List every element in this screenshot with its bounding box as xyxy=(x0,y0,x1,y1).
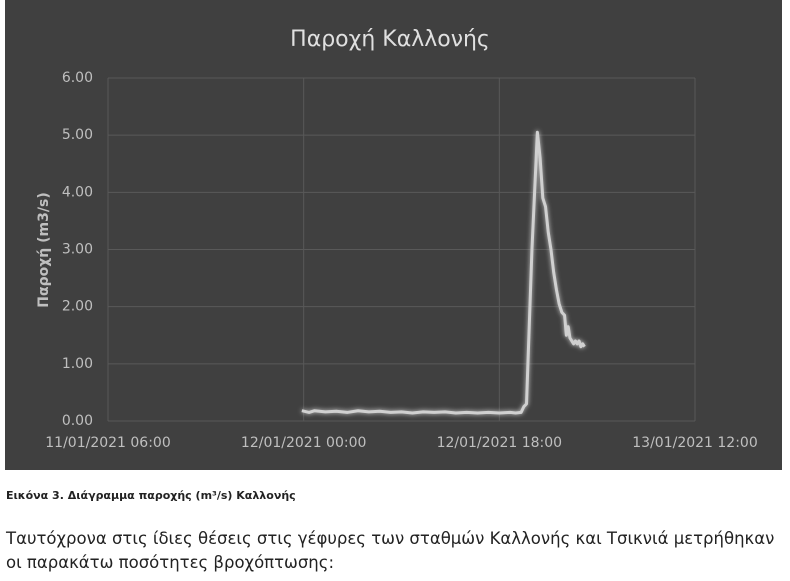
y-tick-label: 3.00 xyxy=(62,242,93,258)
y-tick-label: 5.00 xyxy=(62,127,93,143)
data-line xyxy=(301,130,586,415)
y-tick-label: 4.00 xyxy=(62,184,93,200)
caption: Εικόνα 3. Διάγραμμα παροχής (m³/s) Καλλο… xyxy=(6,489,296,502)
y-tick-label: 6.00 xyxy=(62,70,93,86)
chart: Παροχή Καλλονής Παροχή (m3/s) 0.00 1.00 2.… xyxy=(5,0,782,470)
x-tick-label: 12/01/2021 00:00 xyxy=(241,435,367,451)
chart-background xyxy=(5,0,782,470)
x-tick-label: 13/01/2021 12:00 xyxy=(632,435,758,451)
x-tick-label: 12/01/2021 18:00 xyxy=(437,435,563,451)
chart-title: Παροχή Καλλονής xyxy=(290,27,490,52)
y-axis-label: Παροχή (m3/s) xyxy=(36,192,52,307)
x-tick-label: 11/01/2021 06:00 xyxy=(45,435,171,451)
y-tick-label: 1.00 xyxy=(62,356,93,372)
y-tick-label: 2.00 xyxy=(62,299,93,315)
y-tick-label: 0.00 xyxy=(62,413,93,429)
paragraph: Ταυτόχρονα στις ίδιες θέσεις στις γέφυρε… xyxy=(6,529,775,572)
